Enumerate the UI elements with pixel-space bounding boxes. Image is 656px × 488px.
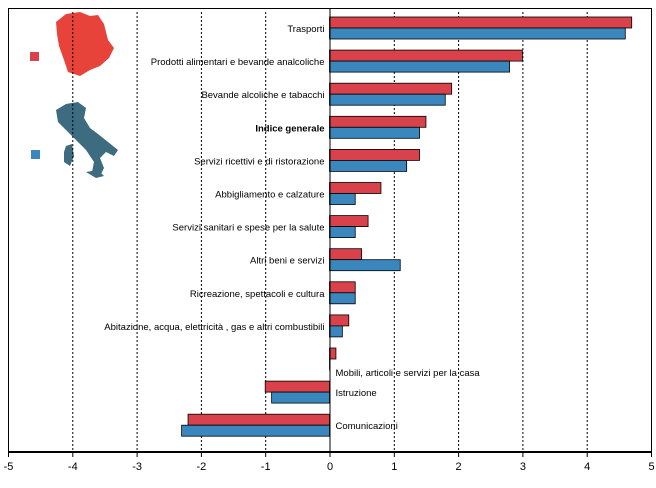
category-label: Istruzione [336,388,377,399]
sicily-map-icon [86,170,104,178]
legend-swatch-region [30,52,39,61]
x-tick-label: -5 [4,461,14,473]
bar-series2 [181,424,330,437]
x-tick-label: 5 [648,461,654,473]
x-tick-label: -4 [68,461,78,473]
bar-series2 [271,391,330,404]
legend-maps [30,12,118,178]
bar-series1 [329,148,420,161]
x-tick-label: 1 [391,461,397,473]
bar-series2 [329,193,356,205]
category-label: Abbigliamento e calzature [215,190,324,201]
category-label: Abitazione, acqua, elettricità , gas e a… [104,322,324,333]
x-tick-label: 0 [327,461,333,473]
bar-series1 [329,314,350,327]
bar-series1 [329,82,453,95]
italy-map-icon [56,102,118,176]
bar-series1 [329,215,369,228]
category-label: Bevande alcoliche e tabacchi [201,90,324,101]
bar-series2 [329,292,356,305]
category-label: Altri beni e servizi [250,256,324,267]
x-tick-label: -2 [197,461,207,473]
sardinia-map-icon [64,144,74,166]
x-axis: -5 -4 -3 -2 -1 0 1 2 3 4 5 [4,452,655,473]
bar-series1 [329,49,523,62]
category-label: Ricreazione, spettacoli e cultura [190,289,325,300]
bar-series2 [329,126,420,139]
legend-swatch-italy [31,150,40,159]
bar-series2 [329,159,408,172]
x-tick-label: 2 [456,461,462,473]
bar-series1 [329,248,363,261]
bar-series2 [329,259,401,272]
category-label: Indice generale [255,123,324,134]
bars [181,9,633,452]
x-tick-label: 3 [520,461,526,473]
bar-series2 [329,93,446,106]
bar-series1 [329,115,427,128]
category-label: Comunicazioni [336,421,398,432]
bar-series1 [187,413,330,426]
category-label: Trasporti [287,24,324,35]
category-label: Servizi ricettivi e di ristorazione [194,156,324,167]
bar-series2 [329,325,343,338]
bar-series2 [329,226,356,239]
bar-series1 [264,380,330,393]
x-tick-label: 4 [584,461,590,473]
bar-series2 [329,27,626,40]
category-labels: Trasporti Prodotti alimentari e bevande a… [104,24,480,432]
bar-series2 [329,60,510,73]
category-label: Mobili, articoli e servizi per la casa [336,368,481,379]
bar-series1 [329,281,356,294]
category-label: Prodotti alimentari e bevande analcolich… [151,57,325,68]
bar-series1 [329,16,633,29]
x-tick-label: -1 [261,461,271,473]
bar-series1 [329,182,382,194]
x-tick-label: -3 [132,461,142,473]
tuscany-map-icon [56,12,114,76]
category-label: Servizi sanitari e spese per la salute [172,223,324,234]
